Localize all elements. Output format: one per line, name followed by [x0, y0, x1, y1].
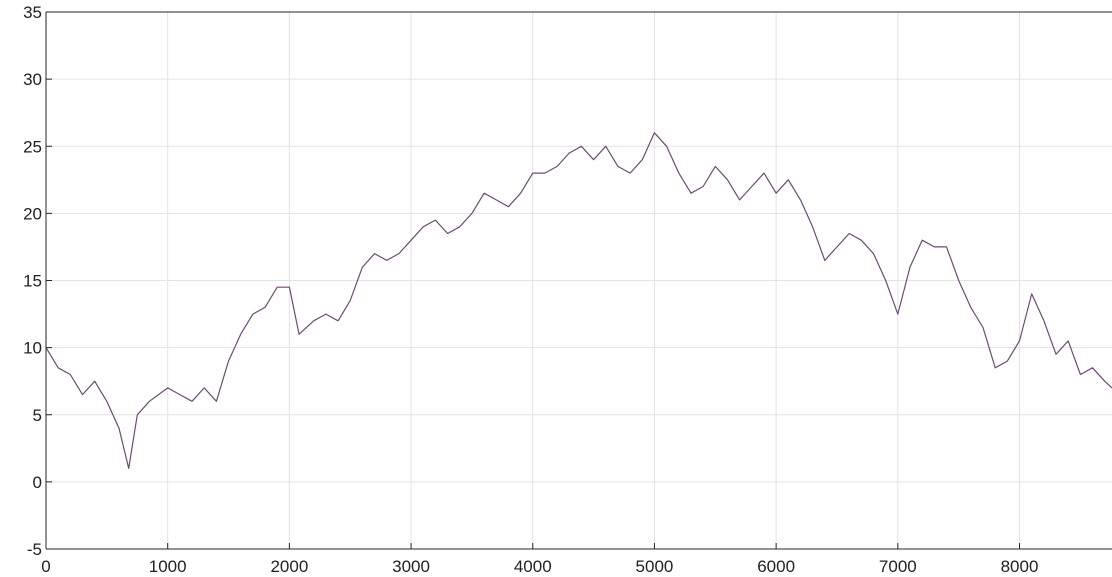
x-tick-label: 5000: [636, 557, 674, 576]
x-axis-ticks: 0 1000 2000 3000 4000 5000 6000 7000 8000: [41, 543, 1038, 576]
x-tick-label: 4000: [514, 557, 552, 576]
y-tick-label: 20: [23, 204, 42, 223]
x-tick-label: 1000: [149, 557, 187, 576]
y-tick-label: 25: [23, 137, 42, 156]
series-line: [45, 132, 1112, 469]
y-tick-label: -5: [27, 540, 42, 559]
y-tick-label: 35: [23, 3, 42, 22]
x-tick-label: 0: [41, 557, 50, 576]
y-tick-label: 0: [33, 473, 42, 492]
y-tick-label: 15: [23, 272, 42, 291]
x-tick-label: 8000: [1001, 557, 1039, 576]
x-tick-label: 7000: [879, 557, 917, 576]
x-tick-label: 6000: [757, 557, 795, 576]
x-tick-label: 2000: [270, 557, 308, 576]
y-tick-label: 30: [23, 70, 42, 89]
y-tick-label: 5: [33, 406, 42, 425]
y-tick-label: 10: [23, 339, 42, 358]
x-tick-label: 3000: [392, 557, 430, 576]
y-axis-ticks: -5 0 5 10 15 20 25 30 35: [23, 3, 52, 559]
